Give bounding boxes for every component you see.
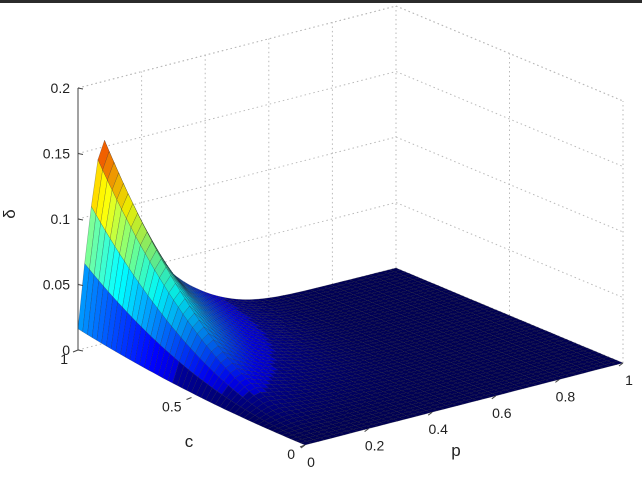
surface <box>77 139 624 446</box>
y-tick-label: 0 <box>287 446 295 462</box>
surface-patch <box>299 441 313 446</box>
x-tick-label: 0.6 <box>492 405 512 421</box>
x-tick-label: 0.8 <box>556 388 576 404</box>
z-tick-label: 0.05 <box>43 277 70 293</box>
axes <box>72 87 624 449</box>
z-tick-label: 0.15 <box>43 146 70 162</box>
y-axis-label: c <box>185 432 194 451</box>
z-axis-label: δ <box>0 209 19 218</box>
x-tick-label: 0.2 <box>365 438 385 454</box>
x-tick-label: 0.4 <box>428 421 448 437</box>
z-tick-label: 0 <box>62 342 70 358</box>
x-tick-label: 1 <box>625 372 633 388</box>
y-tick-label: 0.5 <box>162 399 182 415</box>
y-tick-label: 1 <box>60 351 68 367</box>
z-tick-label: 0.2 <box>51 80 71 96</box>
x-axis-label: p <box>451 441 460 460</box>
x-tick-label: 0 <box>307 454 315 470</box>
z-tick-label: 0.1 <box>51 211 71 227</box>
top-border <box>0 0 642 3</box>
